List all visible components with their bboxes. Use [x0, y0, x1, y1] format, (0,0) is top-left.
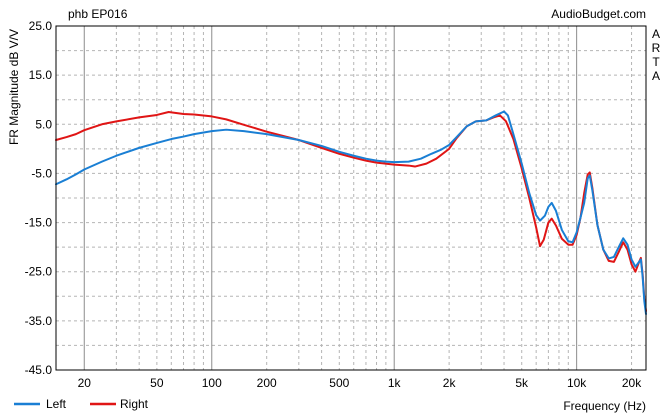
y-tick-labels: 25.0 15.0 5.0 -5.0 -15.0 -25.0 -35.0 -45.0: [25, 19, 53, 377]
y-tick-label: -35.0: [25, 314, 53, 328]
x-tick-label: 500: [329, 376, 349, 390]
side-label-letter: A: [652, 69, 660, 83]
series-line-right: [55, 111, 647, 313]
y-tick-label: 15.0: [29, 68, 53, 82]
y-tick-label: 5.0: [35, 117, 52, 131]
y-tick-label: 25.0: [29, 19, 53, 33]
y-tick-label: -25.0: [25, 265, 53, 279]
x-tick-label: 10k: [567, 376, 587, 390]
legend-right-label: Right: [120, 397, 149, 411]
x-tick-label: 20: [78, 376, 92, 390]
side-label: A R T A: [652, 27, 661, 83]
side-label-letter: T: [652, 55, 660, 69]
side-label-letter: A: [652, 27, 660, 41]
x-tick-label: 2k: [443, 376, 457, 390]
legend-left-label: Left: [46, 397, 67, 411]
y-tick-label: -5.0: [31, 166, 52, 180]
x-tick-label: 5k: [515, 376, 529, 390]
x-tick-labels: 20 50 100 200 500 1k 2k 5k 10k 20k: [78, 376, 643, 390]
x-axis-label: Frequency (Hz): [563, 399, 646, 413]
legend: Left Right: [14, 397, 149, 411]
y-tick-label: -45.0: [25, 363, 53, 377]
plot-frame: [55, 25, 647, 371]
x-tick-label: 1k: [388, 376, 402, 390]
chart-title: phb EP016: [68, 7, 128, 21]
x-tick-label: 200: [257, 376, 277, 390]
series-line-left: [55, 110, 647, 315]
y-tick-label: -15.0: [25, 216, 53, 230]
x-tick-label: 50: [150, 376, 164, 390]
watermark-text: AudioBudget.com: [551, 7, 646, 21]
series-lines: [55, 110, 647, 315]
y-axis-label: FR Magnitude dB V/V: [7, 29, 21, 145]
side-label-letter: R: [652, 41, 661, 55]
x-tick-label: 20k: [622, 376, 642, 390]
grid: [56, 26, 646, 370]
x-tick-label: 100: [202, 376, 222, 390]
